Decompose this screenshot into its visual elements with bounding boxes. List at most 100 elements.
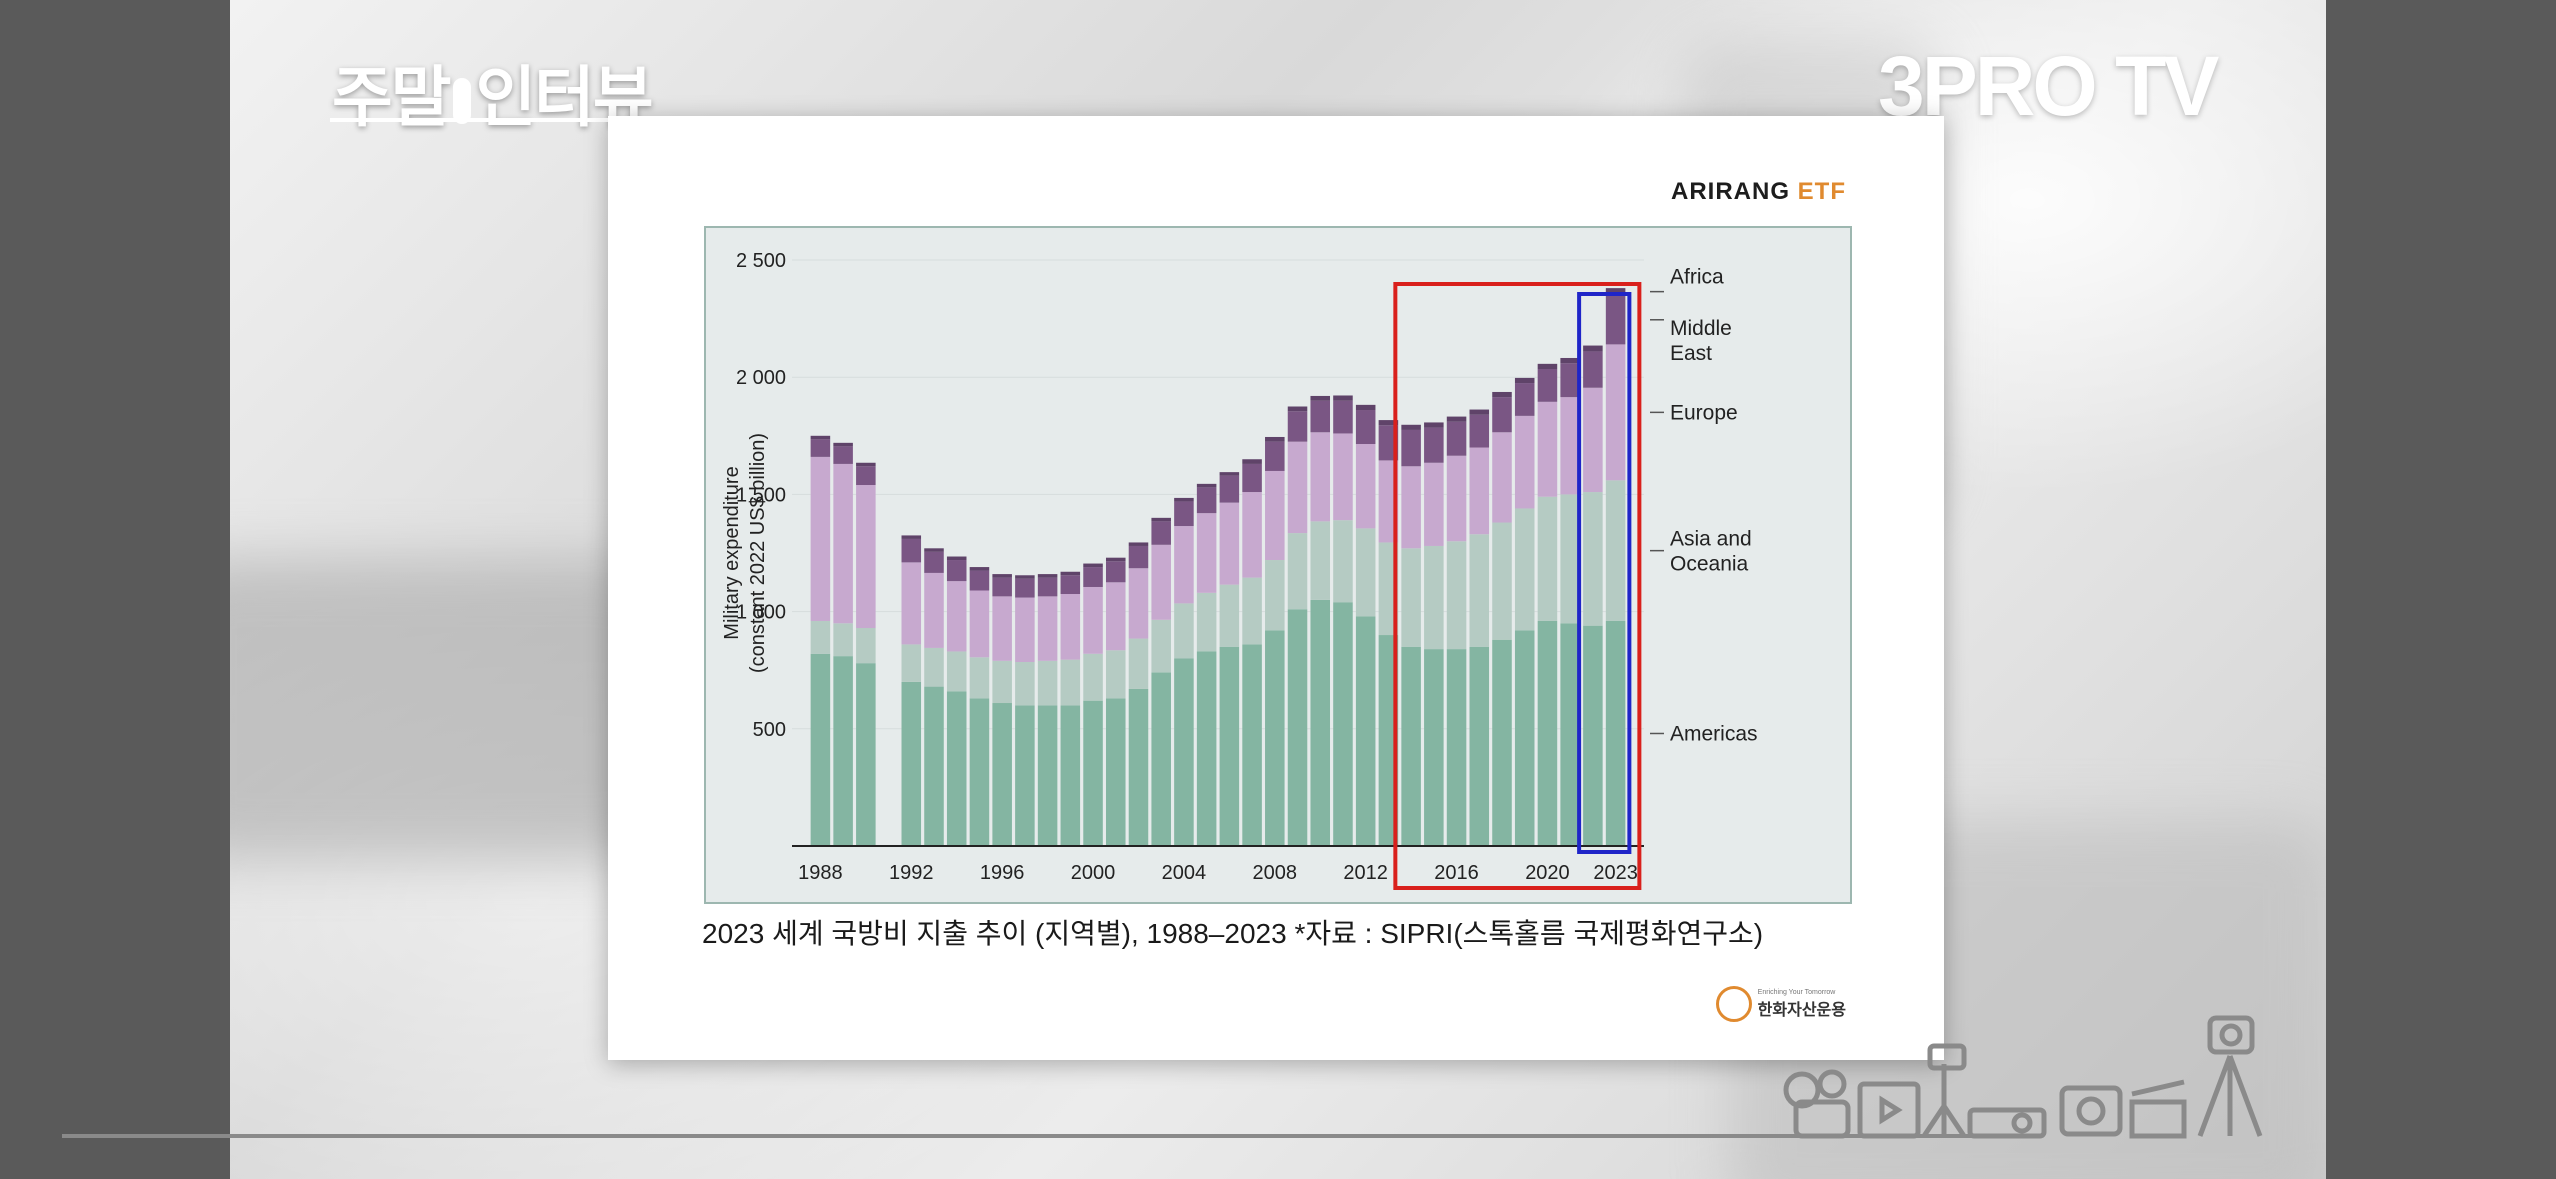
bar-segment-europe-1988: [810, 456, 831, 621]
bar-segment-europe-2006: [1219, 502, 1240, 585]
microphone-icon: [453, 78, 472, 124]
bar-segment-africa-2018: [1492, 391, 1512, 398]
bar-segment-middle-east-1989: [833, 446, 853, 464]
bar-segment-asia-and-oceania-2001: [1105, 650, 1126, 699]
y-tick-label: 1 000: [736, 602, 786, 624]
arirang-etf-logo: ARIRANG ETF: [1671, 178, 1846, 206]
bar-segment-middle-east-2004: [1174, 501, 1194, 527]
bar-segment-europe-2010: [1310, 432, 1331, 522]
hanwha-logo-icon: [1715, 986, 1752, 1022]
highlight-box-blue: [1577, 292, 1632, 854]
y-tick-label: 1 500: [736, 484, 786, 506]
bar-segment-middle-east-2019: [1514, 383, 1535, 416]
brand-name: ARIRANG: [1671, 178, 1790, 205]
y-axis-label-unit: (constant 2022 US$ billion): [747, 433, 769, 673]
chart-frame: 500 1 000 1 500 2 000 2 500 1988 1992 1996 2000 2…: [704, 226, 1852, 904]
bar-segment-middle-east-2018: [1492, 397, 1512, 433]
bar-segment-americas-2017: [1469, 646, 1490, 846]
x-tick-label: 1988: [798, 862, 843, 884]
brand-tagline: Enriching Your Tomorrow: [1757, 988, 1836, 996]
bar-segment-africa-2021: [1560, 357, 1580, 364]
bar-segment-africa-1998: [1037, 574, 1058, 578]
bar-segment-africa-1993: [924, 548, 944, 552]
bar-segment-middle-east-1990: [856, 466, 876, 486]
x-tick-label: 1996: [980, 862, 1025, 884]
bar-segment-africa-2016: [1446, 416, 1467, 422]
background-blur-shape: [230, 560, 670, 860]
bar-segment-asia-and-oceania-1996: [992, 660, 1012, 704]
bar-segment-asia-and-oceania-1990: [856, 628, 876, 664]
bar-segment-americas-2007: [1242, 644, 1262, 846]
stacked-bar-chart: 500 1 000 1 500 2 000 2 500 1988 1992 1996 2000 2…: [721, 250, 1758, 890]
bar-segment-asia-and-oceania-1999: [1060, 659, 1081, 706]
bar-segment-middle-east-2005: [1196, 487, 1217, 514]
bar-segment-asia-and-oceania-2015: [1424, 545, 1444, 650]
brand-suffix: ETF: [1790, 178, 1846, 205]
series-label-africa: Africa: [1670, 266, 1724, 289]
bar-segment-middle-east-2010: [1310, 400, 1331, 433]
bar-segment-asia-and-oceania-1993: [924, 647, 944, 687]
bar-segment-asia-and-oceania-2002: [1128, 638, 1149, 689]
bar-segment-asia-and-oceania-2009: [1287, 533, 1308, 610]
bar-segment-africa-1989: [833, 442, 853, 447]
bar-segment-middle-east-2006: [1219, 475, 1240, 503]
bar-segment-europe-1993: [924, 572, 944, 648]
bar-segment-europe-2017: [1469, 447, 1490, 535]
bar-segment-africa-2023: [1605, 288, 1626, 296]
bar-segment-asia-and-oceania-1989: [833, 623, 853, 657]
bar-segment-asia-and-oceania-1998: [1037, 660, 1058, 706]
y-axis-label: Military expenditure: [721, 466, 743, 639]
bar-segment-asia-and-oceania-2019: [1514, 508, 1535, 631]
bar-segment-middle-east-2023: [1605, 295, 1626, 345]
bar-segment-africa-1999: [1060, 571, 1081, 576]
bar-segment-middle-east-2008: [1265, 441, 1285, 471]
bar-segment-middle-east-1999: [1060, 575, 1081, 595]
bar-segment-middle-east-2000: [1083, 567, 1103, 587]
bar-segment-middle-east-1994: [946, 560, 967, 582]
logo-underline: [330, 118, 646, 122]
bar-segment-asia-and-oceania-2018: [1492, 522, 1512, 640]
bar-segment-americas-1997: [1015, 705, 1035, 846]
bar-segment-asia-and-oceania-1997: [1015, 661, 1035, 706]
bar-segment-europe-1999: [1060, 594, 1081, 660]
x-tick-label: 2000: [1071, 862, 1116, 884]
bar-segment-africa-2009: [1287, 406, 1308, 412]
bar-segment-europe-2011: [1333, 433, 1353, 521]
bar-segment-europe-2015: [1424, 462, 1444, 546]
bar-segment-asia-and-oceania-2008: [1265, 560, 1285, 631]
bar-segment-africa-2019: [1514, 377, 1535, 384]
bar-segment-asia-and-oceania-2010: [1310, 521, 1331, 600]
bar-segment-middle-east-1997: [1015, 578, 1035, 598]
bar-segment-europe-1996: [992, 596, 1012, 661]
logo-text-part1: 주말: [332, 60, 451, 134]
hanwha-asset-logo: Enriching Your Tomorrow 한화자산운용: [1715, 986, 1846, 1022]
bar-segment-europe-2019: [1514, 415, 1535, 509]
bar-segment-africa-1994: [946, 556, 967, 561]
bar-segment-europe-1997: [1015, 597, 1035, 662]
y-tick-label: 2 500: [736, 250, 786, 272]
bar-segment-americas-2015: [1424, 649, 1444, 846]
presentation-slide: ARIRANG ETF 500 1 000 1 500 2 000 2 500 1988 1…: [608, 116, 1944, 1060]
bar-segment-europe-2021: [1560, 397, 1580, 495]
bar-segment-asia-and-oceania-2022: [1583, 492, 1603, 626]
bar-segment-africa-1988: [810, 435, 831, 440]
series-label-americas: Americas: [1670, 722, 1758, 745]
bar-segment-americas-1995: [969, 698, 990, 846]
bar-segment-middle-east-2016: [1446, 421, 1467, 456]
bar-segment-africa-2022: [1583, 345, 1603, 352]
series-label-asia-and-oceania: Asia and Oceania: [1670, 528, 1752, 576]
x-tick-label: 2023: [1593, 862, 1638, 884]
bar-segment-asia-and-oceania-1988: [810, 620, 831, 654]
bar-segment-europe-1995: [969, 590, 990, 658]
bar-segment-europe-2001: [1105, 582, 1126, 651]
bar-segment-middle-east-2022: [1583, 351, 1603, 388]
bar-segment-africa-2004: [1174, 497, 1194, 502]
bar-segment-americas-2016: [1446, 649, 1467, 846]
bar-segment-africa-2020: [1537, 363, 1558, 369]
bar-segment-americas-2022: [1583, 625, 1603, 846]
bar-segment-middle-east-2001: [1105, 561, 1126, 583]
y-tick-label: 2 000: [736, 367, 786, 389]
bar-segment-africa-1995: [969, 567, 990, 571]
bar-segment-americas-1990: [856, 663, 876, 846]
bar-segment-europe-2016: [1446, 455, 1467, 542]
